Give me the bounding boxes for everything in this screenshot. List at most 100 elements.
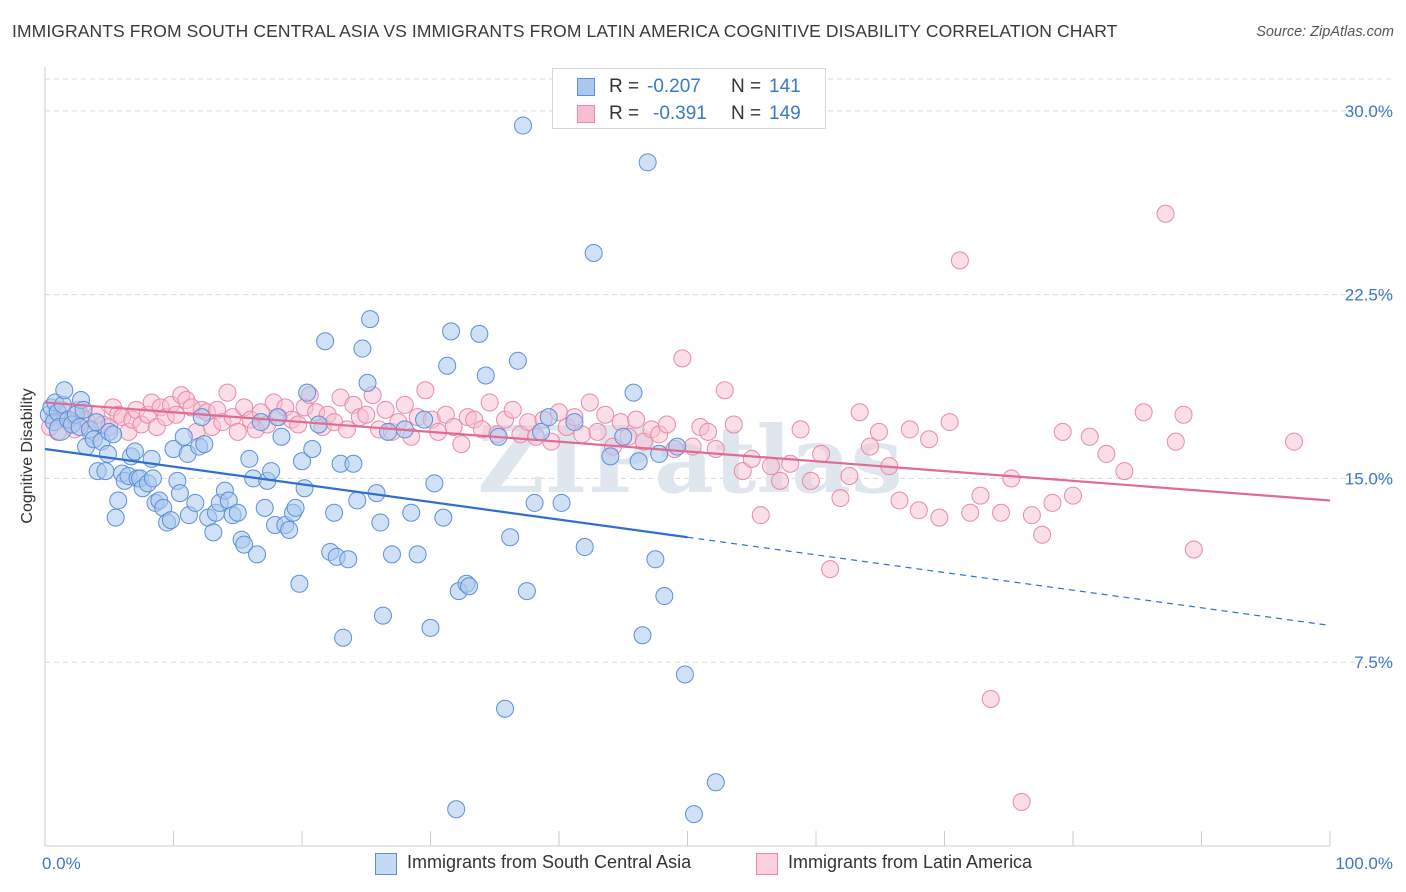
data-point-south-central-asia [248,545,267,564]
data-point-south-central-asia [55,381,74,400]
legend-r-label: R = [609,76,640,97]
data-point-latin-america [588,422,607,441]
data-point-latin-america [444,417,463,436]
data-point-latin-america [981,689,1000,708]
data-point-latin-america [742,449,761,468]
series-south-central-asia [39,116,725,824]
data-point-latin-america [699,422,718,441]
data-point-south-central-asia [186,493,205,512]
data-point-south-central-asia [633,626,652,645]
data-point-south-central-asia [517,582,536,601]
data-point-latin-america [1033,525,1052,544]
data-point-south-central-asia [251,413,270,432]
data-point-south-central-asia [402,503,421,522]
data-point-latin-america [1043,493,1062,512]
data-point-south-central-asia [228,503,247,522]
data-point-south-central-asia [286,498,305,517]
data-point-south-central-asia [143,469,162,488]
data-point-south-central-asia [240,449,259,468]
data-point-south-central-asia [268,408,287,427]
source-credit: Source: ZipAtlas.com [1256,24,1394,40]
data-point-latin-america [1064,486,1082,505]
gridlines [45,78,1393,663]
y-tick-label: 7.5% [1354,653,1393,672]
data-point-south-central-asia [382,545,401,564]
x-tick-label-min: 0.0% [42,854,81,873]
data-point-south-central-asia [303,440,322,459]
data-point-south-central-asia [358,373,377,392]
data-point-south-central-asia [104,425,123,444]
data-point-south-central-asia [170,484,189,503]
legend-label: Immigrants from South Central Asia [407,852,692,872]
data-point-latin-america [860,437,879,456]
data-point-latin-america [850,403,869,422]
data-point-latin-america [1174,405,1193,424]
data-point-south-central-asia [87,413,106,432]
data-point-south-central-asia [325,503,344,522]
data-point-south-central-asia [334,628,353,647]
data-point-latin-america [791,420,810,439]
data-point-south-central-asia [262,462,281,481]
y-tick-label: 15.0% [1345,469,1393,488]
data-point-south-central-asia [353,339,372,358]
legend-n-label: N = [731,76,762,97]
data-point-latin-america [376,400,395,419]
data-point-south-central-asia [235,535,254,554]
data-point-south-central-asia [161,511,180,530]
data-point-south-central-asia [174,427,193,446]
data-point-south-central-asia [447,800,466,819]
data-point-latin-america [831,489,850,508]
data-point-latin-america [1184,540,1203,559]
data-point-south-central-asia [470,324,489,343]
legend-n-value: 149 [769,103,801,124]
data-point-south-central-asia [348,491,367,510]
data-point-latin-america [715,381,734,400]
data-point-latin-america [1156,204,1175,223]
data-point-south-central-asia [421,618,440,637]
data-point-south-central-asia [408,545,427,564]
data-point-south-central-asia [255,498,274,517]
trend-lines [44,401,1331,627]
data-point-south-central-asia [629,452,648,471]
chart-title: IMMIGRANTS FROM SOUTH CENTRAL ASIA VS IM… [12,21,1118,41]
data-point-latin-america [228,422,247,441]
data-point-south-central-asia [316,332,335,351]
data-point-latin-america [869,422,888,441]
axes [44,67,1331,847]
y-axis-title: Cognitive Disability [19,388,36,524]
y-tick-label: 22.5% [1345,286,1393,305]
correlation-legend: R = -0.207 N = 141 R = -0.391 N = 149 [552,68,826,129]
x-tick-label-max: 100.0% [1335,854,1393,873]
data-point-south-central-asia [344,454,363,473]
legend-n-label: N = [731,103,762,124]
data-point-south-central-asia [379,422,398,441]
data-point-south-central-asia [601,447,620,466]
data-point-latin-america [1115,462,1134,481]
data-point-south-central-asia [373,606,392,625]
legend-r-value: -0.207 [647,76,701,97]
data-point-latin-america [657,415,676,434]
data-point-south-central-asia [638,153,657,172]
data-point-south-central-asia [272,427,291,446]
data-point-south-central-asia [624,383,643,402]
legend-swatch-pink [756,853,778,875]
data-point-latin-america [751,506,770,525]
data-point-south-central-asia [584,243,603,262]
data-point-latin-america [580,393,599,412]
data-point-latin-america [821,560,840,579]
data-point-south-central-asia [195,435,214,454]
trend-line-south-central-asia [44,447,688,539]
data-point-latin-america [724,415,743,434]
data-point-south-central-asia [109,491,128,510]
data-point-south-central-asia [415,410,434,429]
data-point-latin-america [930,508,949,527]
data-point-south-central-asia [442,322,461,341]
data-point-south-central-asia [96,462,115,481]
data-point-south-central-asia [655,587,674,606]
data-point-latin-america [950,251,969,270]
data-point-south-central-asia [508,351,527,370]
data-point-latin-america [337,420,356,439]
data-point-latin-america [596,405,615,424]
data-point-latin-america [920,430,939,449]
